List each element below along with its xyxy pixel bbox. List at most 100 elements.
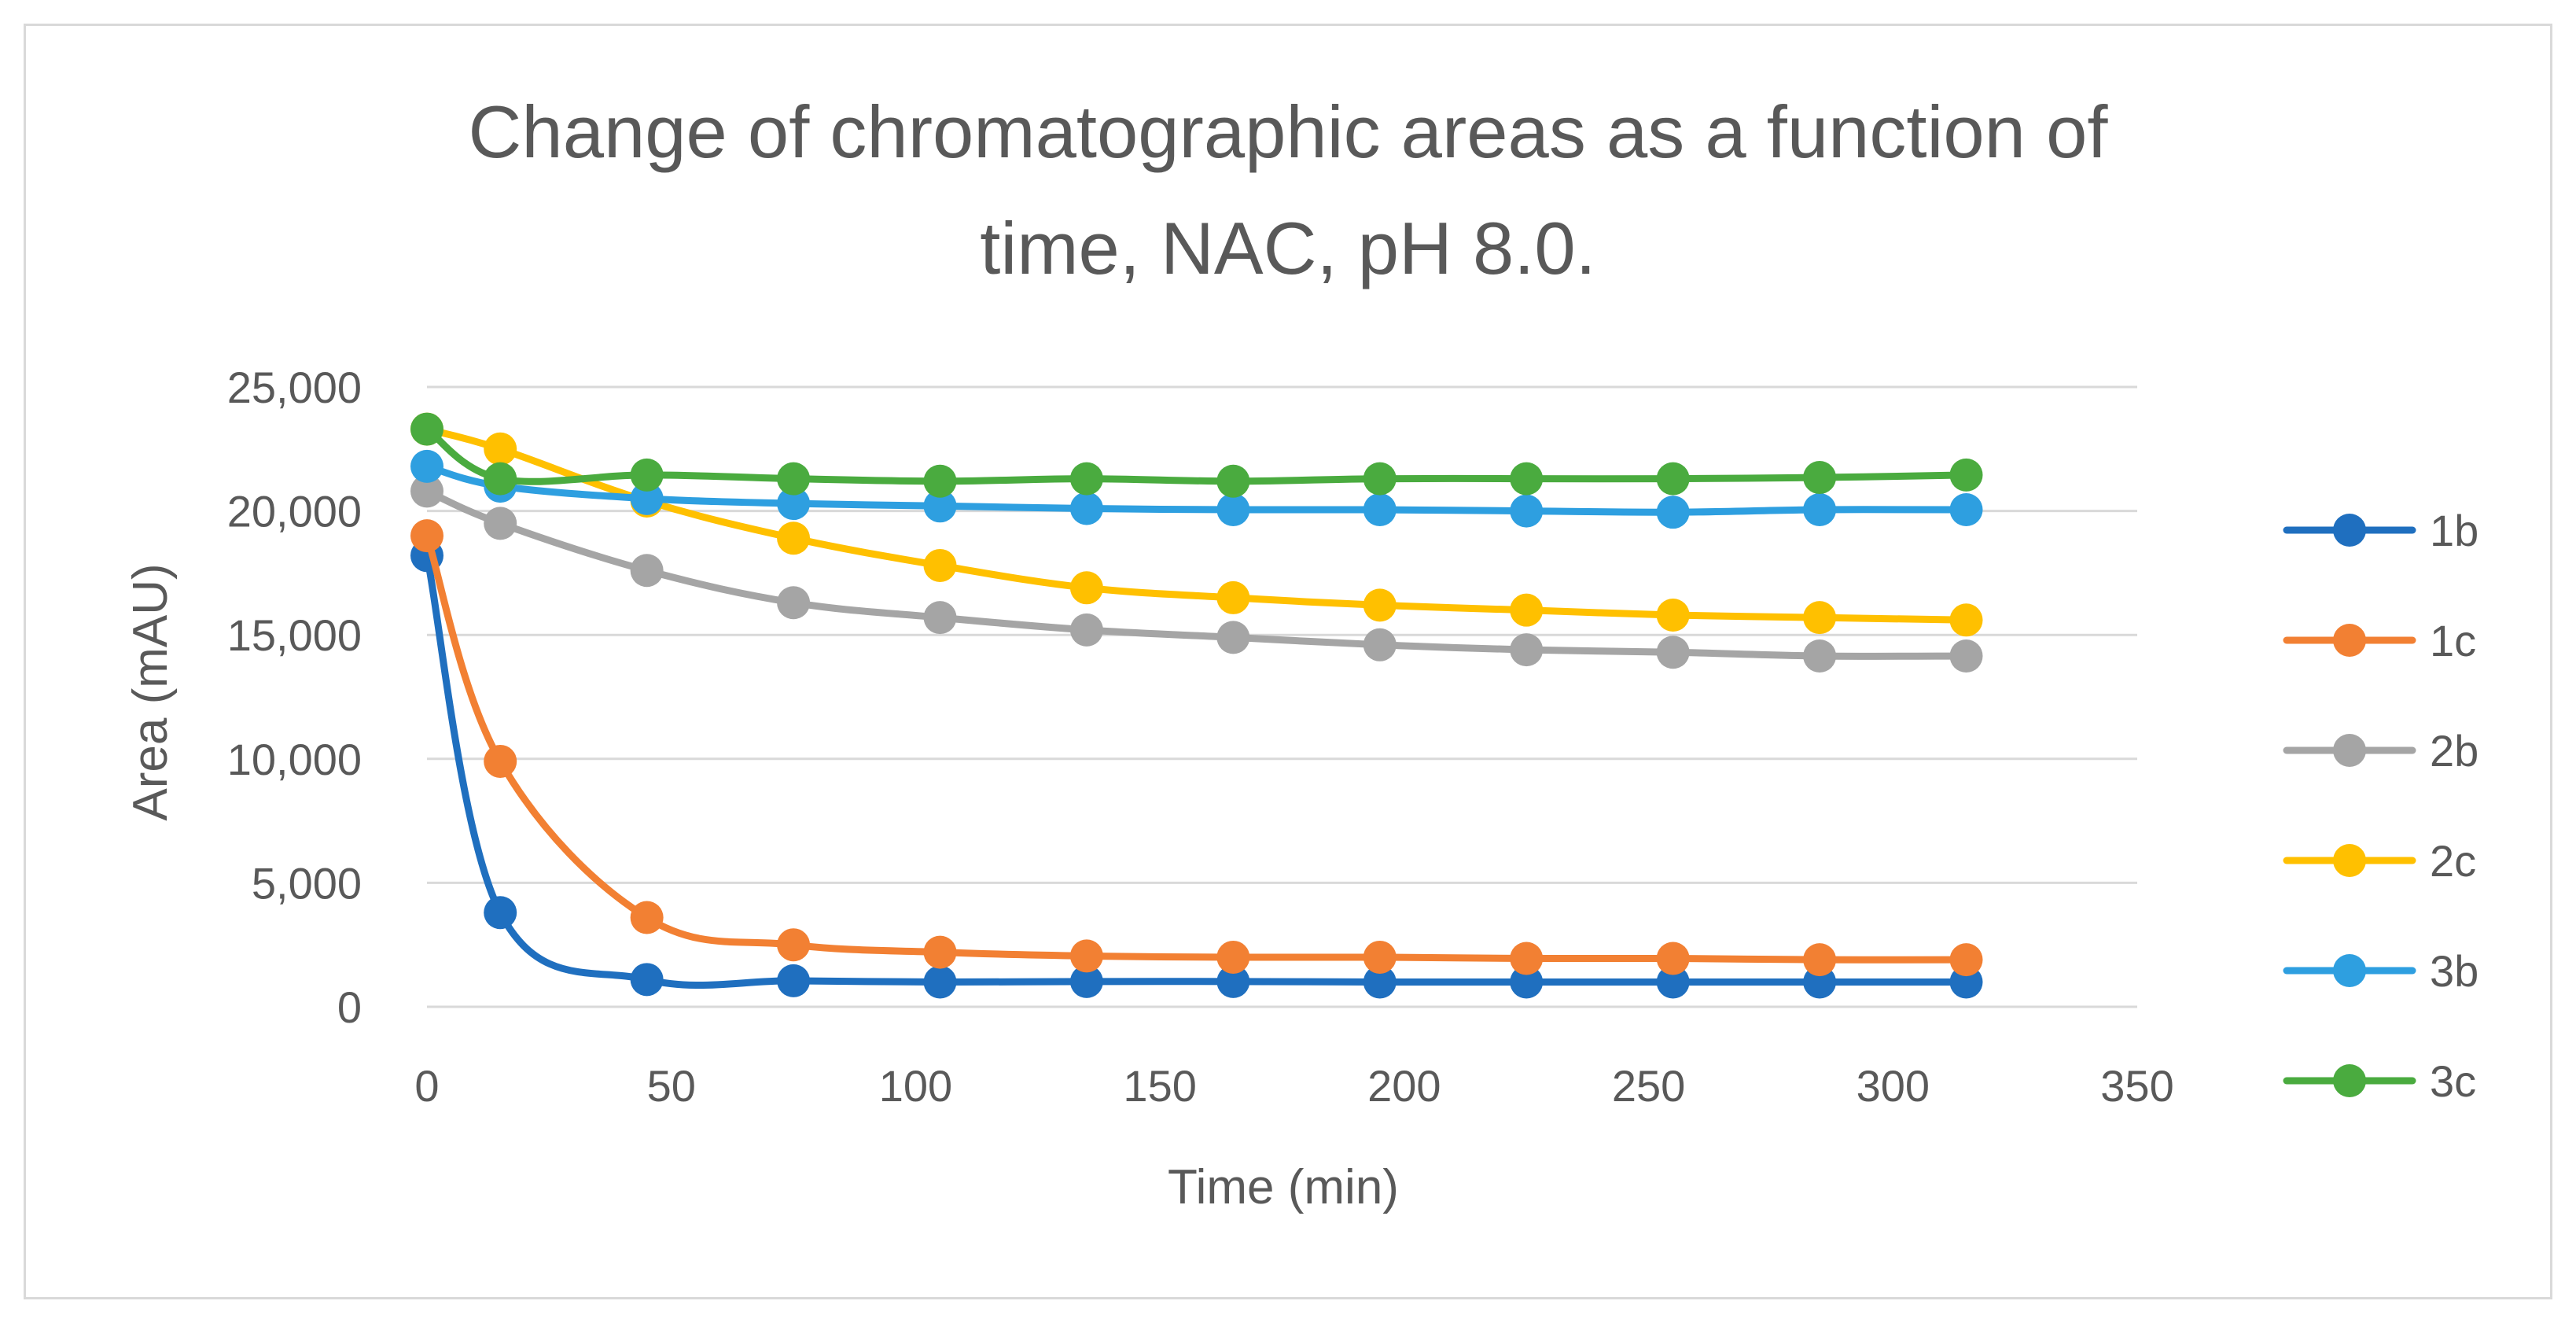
data-point-2c: [777, 521, 811, 555]
legend-swatch-marker: [2333, 954, 2366, 987]
data-point-3c: [410, 412, 443, 446]
series-line-1c: [423, 532, 1970, 964]
data-point-1b: [484, 896, 517, 930]
data-point-1c: [410, 519, 443, 553]
y-tick-label: 25,000: [227, 363, 362, 412]
data-point-2c: [484, 432, 517, 466]
data-point-2b: [1363, 628, 1397, 662]
data-point-3c: [777, 462, 811, 496]
data-point-2c: [1803, 601, 1837, 635]
legend-item-3b: 3b: [2283, 946, 2478, 996]
data-point-1c: [1069, 939, 1103, 973]
data-point-3b: [630, 481, 664, 515]
data-point-1c: [1216, 940, 1250, 974]
x-tick-label: 200: [1367, 1061, 1441, 1111]
data-point-2b: [1803, 639, 1837, 673]
data-point-1c: [1949, 943, 1983, 977]
data-point-1b: [1510, 965, 1544, 999]
data-point-3b: [1803, 493, 1837, 527]
data-point-3c: [630, 458, 664, 492]
data-point-1b: [1069, 964, 1103, 998]
x-axis-title: Time (min): [1168, 1160, 1399, 1214]
x-tick-label: 350: [2100, 1061, 2173, 1111]
x-tick-label: 0: [414, 1061, 439, 1111]
legend-label: 1b: [2430, 506, 2478, 555]
legend-swatch-marker: [2333, 624, 2366, 657]
data-point-2b: [1510, 633, 1544, 667]
data-point-2c: [1069, 571, 1103, 605]
legend-label: 3c: [2430, 1056, 2476, 1106]
data-point-3b: [1216, 493, 1250, 527]
x-tick-label: 300: [1857, 1061, 1930, 1111]
data-point-3b: [1949, 493, 1983, 527]
legend-item-2b: 2b: [2283, 726, 2478, 776]
legend-swatch-marker: [2333, 1064, 2366, 1097]
data-point-1c: [923, 935, 957, 969]
data-point-2b: [410, 474, 443, 508]
legend-swatch-marker: [2333, 514, 2366, 547]
data-point-3b: [1069, 492, 1103, 525]
data-point-1c: [1510, 942, 1544, 975]
legend-label: 1c: [2430, 616, 2476, 665]
legend-item-2c: 2c: [2283, 836, 2476, 886]
data-point-3b: [410, 449, 443, 483]
data-point-3b: [923, 489, 957, 523]
y-tick-label: 0: [337, 982, 362, 1032]
data-point-3c: [484, 462, 517, 496]
legend-item-3c: 3c: [2283, 1056, 2476, 1106]
chart-title-line-1: Change of chromatographic areas as a fun…: [469, 90, 2109, 173]
data-point-1b: [1216, 964, 1250, 998]
legend-item-1b: 1b: [2283, 506, 2478, 555]
series-1c: [410, 519, 1983, 977]
data-point-1c: [1363, 940, 1397, 974]
data-point-2c: [1656, 598, 1690, 632]
legend-swatch-marker: [2333, 844, 2366, 877]
series-3c: [410, 412, 1983, 498]
series-line-2c: [423, 426, 1970, 624]
data-point-1c: [484, 744, 517, 778]
data-point-2b: [777, 586, 811, 620]
data-point-1b: [1363, 965, 1397, 999]
series-2c: [410, 412, 1983, 637]
data-point-3c: [1216, 464, 1250, 498]
data-point-1c: [1656, 942, 1690, 975]
legend-label: 2c: [2430, 836, 2476, 886]
data-point-3c: [1949, 458, 1983, 492]
data-point-3b: [1363, 493, 1397, 527]
data-point-2b: [1949, 639, 1983, 673]
chart-title: Change of chromatographic areas as a fun…: [469, 90, 2109, 289]
legend: 1b 1c 2b 2c 3b 3c: [2283, 506, 2478, 1106]
y-tick-label: 20,000: [227, 487, 362, 536]
y-tick-label: 5,000: [252, 858, 362, 908]
data-point-2c: [1363, 588, 1397, 622]
data-point-2b: [630, 554, 664, 588]
x-axis-ticks: 0 50 100 150 200 250 300 350: [414, 1061, 2173, 1111]
data-point-2b: [484, 507, 517, 540]
data-point-2c: [1216, 580, 1250, 614]
y-axis-ticks: 0 5,000 10,000 15,000 20,000 25,000: [227, 363, 362, 1032]
data-point-2b: [1656, 636, 1690, 669]
x-tick-label: 100: [879, 1061, 952, 1111]
legend-label: 2b: [2430, 726, 2478, 776]
y-tick-label: 15,000: [227, 610, 362, 660]
data-point-3c: [1069, 462, 1103, 496]
data-point-2c: [1510, 593, 1544, 627]
data-point-2b: [1216, 621, 1250, 654]
x-tick-label: 50: [647, 1061, 696, 1111]
legend-swatch-marker: [2333, 734, 2366, 767]
plot-series: [410, 412, 1983, 999]
x-tick-label: 250: [1612, 1061, 1685, 1111]
data-point-1c: [1803, 943, 1837, 977]
y-axis-title: Area (mAU): [123, 563, 178, 820]
data-point-3b: [777, 487, 811, 521]
legend-label: 3b: [2430, 946, 2478, 996]
data-point-1b: [923, 965, 957, 999]
data-point-1b: [777, 964, 811, 997]
data-point-1b: [1656, 965, 1690, 999]
data-point-3c: [923, 464, 957, 498]
x-tick-label: 150: [1123, 1061, 1196, 1111]
data-point-2b: [1069, 613, 1103, 647]
data-point-3c: [1363, 462, 1397, 496]
data-point-3c: [1656, 462, 1690, 496]
